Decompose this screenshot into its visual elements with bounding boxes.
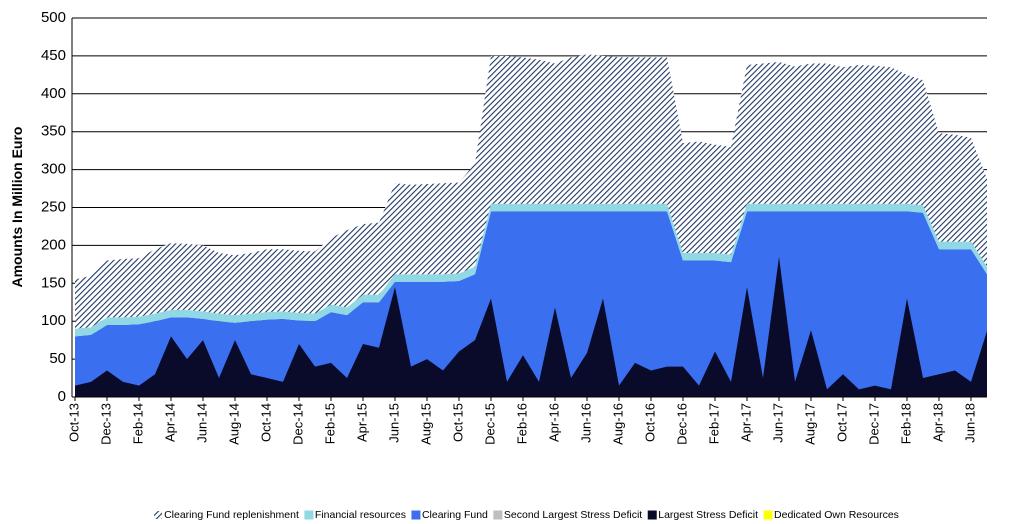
area bbox=[75, 54, 987, 329]
x-tick-label: Apr-17 bbox=[738, 403, 753, 442]
x-tick-label: Apr-15 bbox=[354, 403, 369, 442]
x-tick-label: Dec-16 bbox=[674, 403, 689, 445]
legend-swatch bbox=[493, 510, 503, 520]
x-tick-label: Dec-14 bbox=[290, 403, 305, 445]
legend-label: Clearing Fund replenishment bbox=[164, 509, 299, 521]
legend-label: Largest Stress Deficit bbox=[658, 509, 758, 521]
x-tick-label: Jun-16 bbox=[578, 403, 593, 443]
x-tick-label: Oct-13 bbox=[66, 403, 81, 442]
legend-label: Second Largest Stress Deficit bbox=[504, 509, 642, 521]
legend-label: Financial resources bbox=[315, 509, 406, 521]
legend-swatch bbox=[647, 510, 657, 520]
x-tick-label: Aug-15 bbox=[418, 403, 433, 445]
y-tick-label: 400 bbox=[41, 85, 66, 102]
x-tick-label: Feb-16 bbox=[514, 403, 529, 444]
y-axis-title: Amounts In Million Euro bbox=[9, 127, 25, 288]
y-tick-label: 350 bbox=[41, 123, 66, 140]
y-tick-label: 150 bbox=[41, 274, 66, 291]
y-tick-label: 450 bbox=[41, 47, 66, 64]
x-tick-label: Feb-17 bbox=[706, 403, 721, 444]
legend-label: Clearing Fund bbox=[422, 509, 488, 521]
y-tick-label: 500 bbox=[41, 9, 66, 26]
legend-swatch bbox=[411, 510, 421, 520]
y-tick-label: 100 bbox=[41, 312, 66, 329]
x-tick-label: Oct-16 bbox=[642, 403, 657, 442]
x-tick-label: Dec-17 bbox=[866, 403, 881, 445]
y-tick-label: 250 bbox=[41, 198, 66, 215]
y-tick-label: 50 bbox=[49, 350, 66, 367]
x-tick-label: Jun-17 bbox=[770, 403, 785, 443]
legend: Clearing Fund replenishment Financial res… bbox=[154, 509, 899, 521]
legend-swatch bbox=[154, 511, 163, 519]
x-tick-label: Jun-14 bbox=[194, 403, 209, 443]
x-tick-label: Feb-18 bbox=[898, 403, 913, 444]
area bbox=[75, 256, 987, 397]
x-tick-label: Jun-18 bbox=[962, 403, 977, 443]
x-tick-label: Oct-17 bbox=[834, 403, 849, 442]
y-tick-label: 300 bbox=[41, 161, 66, 178]
x-tick-label: Apr-18 bbox=[930, 403, 945, 442]
x-tick-label: Aug-16 bbox=[610, 403, 625, 445]
x-tick-label: Aug-17 bbox=[802, 403, 817, 445]
x-tick-label: Oct-15 bbox=[450, 403, 465, 442]
y-tick-label: 0 bbox=[58, 388, 66, 405]
x-tick-label: Apr-14 bbox=[162, 403, 177, 442]
x-tick-label: Dec-13 bbox=[98, 403, 113, 445]
y-tick-label: 200 bbox=[41, 236, 66, 253]
x-tick-label: Jun-15 bbox=[386, 403, 401, 443]
x-tick-label: Aug-14 bbox=[226, 403, 241, 445]
x-tick-label: Feb-14 bbox=[130, 403, 145, 444]
x-tick-label: Apr-16 bbox=[546, 403, 561, 442]
x-tick-label: Dec-15 bbox=[482, 403, 497, 445]
x-tick-label: Feb-15 bbox=[322, 403, 337, 444]
legend-swatch bbox=[304, 510, 314, 520]
legend-swatch bbox=[763, 510, 773, 520]
legend-label: Dedicated Own Resources bbox=[774, 509, 899, 521]
area bbox=[75, 211, 987, 395]
x-tick-label: Oct-14 bbox=[258, 403, 273, 442]
